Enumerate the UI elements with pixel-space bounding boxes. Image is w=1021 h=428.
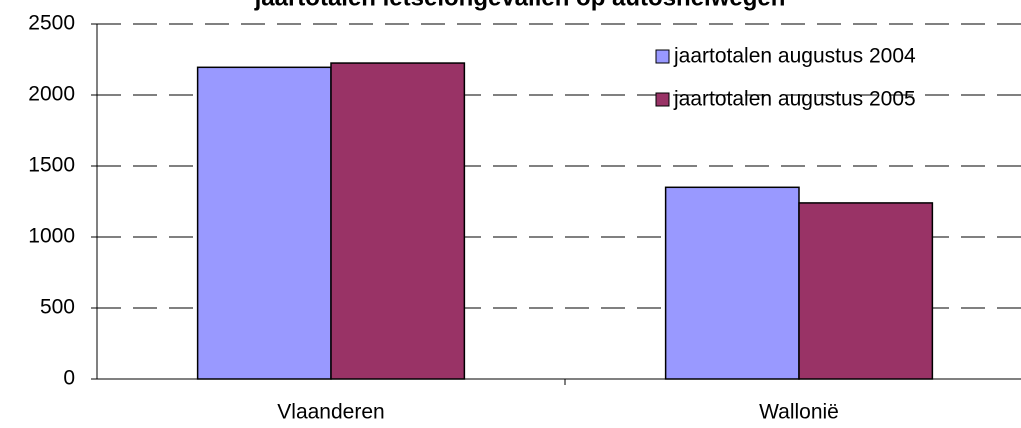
y-tick-label: 1500 xyxy=(28,154,75,177)
bar xyxy=(196,66,332,380)
x-tick-label: Vlaanderen xyxy=(277,401,384,424)
y-tick-label: 500 xyxy=(40,296,75,319)
legend-label: jaartotalen augustus 2004 xyxy=(673,45,916,68)
bar xyxy=(798,202,934,380)
chart-title: jaartotalen letselongevallen op autosnel… xyxy=(254,0,786,11)
legend-swatch xyxy=(655,49,670,64)
bar xyxy=(664,186,800,380)
y-tick-label: 1000 xyxy=(28,225,75,248)
legend-swatch xyxy=(655,92,670,107)
x-tick-label: Wallonië xyxy=(759,401,839,424)
y-tick-label: 0 xyxy=(63,367,75,390)
legend-label: jaartotalen augustus 2005 xyxy=(673,88,916,111)
bar xyxy=(330,62,466,380)
y-tick-label: 2000 xyxy=(28,83,75,106)
y-tick-label: 2500 xyxy=(28,12,75,35)
